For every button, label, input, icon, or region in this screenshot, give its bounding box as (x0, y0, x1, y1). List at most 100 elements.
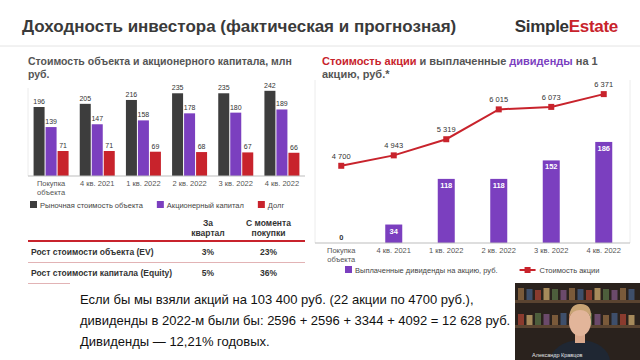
caption-line: дивиденды в 2022-м были бы: 2596 + 2596 … (80, 310, 515, 331)
logo-part: Simple (515, 17, 569, 36)
book (552, 315, 558, 325)
legend-item: Выплаченные дивиденды на акцию, руб. (345, 266, 498, 275)
category-label: 3 кв. 2022 (219, 179, 253, 188)
plot-marks (34, 91, 300, 176)
data-labels: 0341181181521864 7004 9435 3196 0156 073… (332, 80, 613, 242)
book (603, 289, 609, 300)
legend-item: Акционерный капитал (157, 201, 244, 210)
legend-label: Рыночная стоимость объекта (40, 201, 144, 210)
category-label: 4 кв. 2021 (377, 246, 411, 255)
webcam: Александр Кравцов (515, 283, 640, 360)
book (552, 289, 558, 300)
data-label: 6 073 (542, 93, 561, 102)
legend-marker (525, 267, 531, 273)
marker (443, 136, 449, 142)
legend-item: Стоимость акции (520, 266, 600, 275)
bar (34, 107, 45, 176)
table-header-row: За кварталС момента покупки (28, 216, 305, 241)
x-axis-line (28, 176, 305, 177)
category-label: 2 кв. 2022 (482, 246, 516, 255)
category-label-line: 3 кв. 2022 (219, 179, 253, 188)
table-header: С момента покупки (232, 216, 305, 241)
bar (196, 152, 207, 176)
kpi-table: За кварталС момента покупкиРост стоимост… (28, 216, 305, 284)
legend-label: Акционерный капитал (167, 201, 244, 210)
book (527, 315, 533, 325)
header-rule (0, 46, 640, 47)
data-label: 180 (230, 104, 242, 111)
book (578, 289, 584, 300)
data-label: 67 (244, 143, 252, 150)
data-label: 242 (264, 82, 276, 89)
data-label: 118 (493, 181, 505, 190)
category-label: Покупкаобъекта (327, 246, 356, 264)
slide-title: Доходность инвестора (фактическая и прог… (22, 17, 456, 37)
bar (543, 160, 560, 243)
table-cell: 36% (232, 263, 305, 284)
data-label: 71 (59, 142, 67, 149)
category-label-line: 4 кв. 2021 (80, 179, 114, 188)
bar (438, 179, 455, 243)
category-label: 4 кв. 2021 (80, 179, 114, 188)
bar (46, 127, 57, 176)
category-label-line: 1 кв. 2022 (126, 179, 160, 188)
table-cell: 5% (184, 263, 232, 284)
category-label-line: 4 кв. 2022 (587, 246, 621, 255)
book (603, 315, 609, 325)
book (620, 288, 626, 300)
legend-item: Долг (258, 201, 285, 210)
bar (276, 109, 287, 176)
category-label-line: 2 кв. 2022 (172, 179, 206, 188)
data-label: 4 943 (384, 141, 403, 150)
category-label: Покупкаобъекта (37, 179, 66, 197)
shelf (515, 300, 640, 303)
legend-swatch (30, 201, 37, 208)
category-label-line: 4 кв. 2022 (265, 179, 299, 188)
table-cell: 23% (232, 241, 305, 263)
logo-part: Estate (569, 17, 618, 36)
table-cell: 3% (184, 241, 232, 263)
bar (126, 100, 137, 176)
category-label-line: объекта (327, 255, 356, 264)
data-label: 68 (198, 143, 206, 150)
book (561, 290, 567, 300)
category-label-line: Покупка (37, 179, 66, 188)
data-labels: 1962052162352352421391471581781801897171… (33, 82, 298, 151)
bar (595, 142, 612, 243)
data-label: 5 319 (437, 125, 456, 134)
marker (548, 104, 554, 110)
bar (288, 153, 299, 176)
row-label: Рост стоимости объекта (EV) (28, 241, 184, 263)
book (535, 313, 541, 325)
bar (172, 93, 183, 176)
data-label: 6 015 (489, 95, 508, 104)
book (595, 288, 601, 300)
category-label: 2 кв. 2022 (172, 179, 206, 188)
book (586, 290, 592, 300)
category-label-line: Покупка (327, 246, 356, 255)
bar (218, 93, 229, 176)
data-label: 139 (45, 118, 57, 125)
caption-box: Если бы мы взяли акций на 103 400 руб. (… (70, 283, 515, 360)
data-label: 178 (184, 104, 196, 111)
book (629, 315, 635, 325)
data-label: 69 (152, 143, 160, 150)
book (569, 288, 575, 300)
title-part: Стоимость акции (322, 55, 416, 67)
category-label: 1 кв. 2022 (429, 246, 463, 255)
legend-item: Рыночная стоимость объекта (30, 201, 144, 210)
category-label-line: объекта (37, 188, 66, 197)
chart-title: Стоимость акции и выплаченные дивиденды … (322, 55, 622, 81)
data-label: 6 371 (594, 80, 613, 89)
legend-label: Долг (268, 201, 285, 210)
data-label: 196 (33, 98, 45, 105)
category-label: 3 кв. 2022 (534, 246, 568, 255)
category-label-line: 4 кв. 2021 (377, 246, 411, 255)
category-label-line: 3 кв. 2022 (534, 246, 568, 255)
data-label: 235 (172, 84, 184, 91)
y2-axis-line (630, 80, 631, 243)
presenter-name: Александр Кравцов (532, 352, 582, 358)
x-axis-line (315, 243, 630, 244)
data-label: 66 (290, 144, 298, 151)
bar (242, 152, 253, 176)
